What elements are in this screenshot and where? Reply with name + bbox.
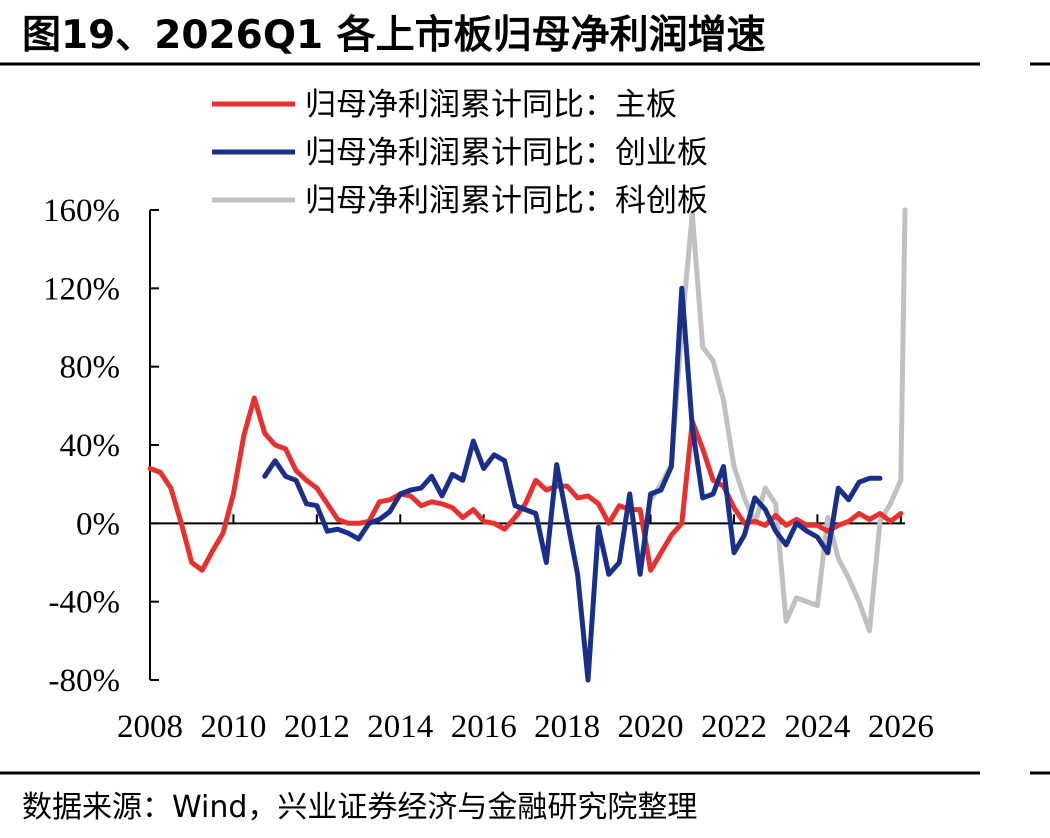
y-tick-label: -40% xyxy=(49,585,120,621)
y-tick-label: 120% xyxy=(43,271,120,307)
source-note: 数据来源：Wind，兴业证券经济与金融研究院整理 xyxy=(22,790,698,825)
legend-label-0: 归母净利润累计同比：主板 xyxy=(305,87,677,123)
x-tick-label: 2022 xyxy=(701,709,767,745)
y-tick-label: 160% xyxy=(43,193,120,229)
series-line-2 xyxy=(648,207,908,634)
x-tick-label: 2012 xyxy=(284,709,350,745)
x-tick-label: 2010 xyxy=(200,709,266,745)
legend-label-2: 归母净利润累计同比：科创板 xyxy=(305,183,708,219)
axes: -80% -40% 0% 40% 80% 120% 160% 2008 2010 2012 2014… xyxy=(43,193,934,745)
series-layer xyxy=(147,207,908,683)
x-tick-label: 2020 xyxy=(618,709,684,745)
y-tick-label: -80% xyxy=(49,663,120,699)
series-line-1 xyxy=(262,285,883,683)
series-line-0 xyxy=(147,395,904,573)
y-tick-label: 80% xyxy=(60,350,121,386)
y-tick-label: 0% xyxy=(76,506,120,542)
x-tick-label: 2018 xyxy=(534,709,600,745)
x-tick-label: 2008 xyxy=(117,709,183,745)
x-tick-label: 2024 xyxy=(784,709,850,745)
x-tick-label: 2014 xyxy=(367,709,433,745)
legend-label-1: 归母净利润累计同比：创业板 xyxy=(305,135,708,171)
x-tick-label: 2016 xyxy=(451,709,517,745)
y-tick-label: 40% xyxy=(60,428,121,464)
chart-title: 图19、2026Q1 各上市板归母净利润增速 xyxy=(22,13,766,58)
x-tick-label: 2026 xyxy=(868,709,934,745)
